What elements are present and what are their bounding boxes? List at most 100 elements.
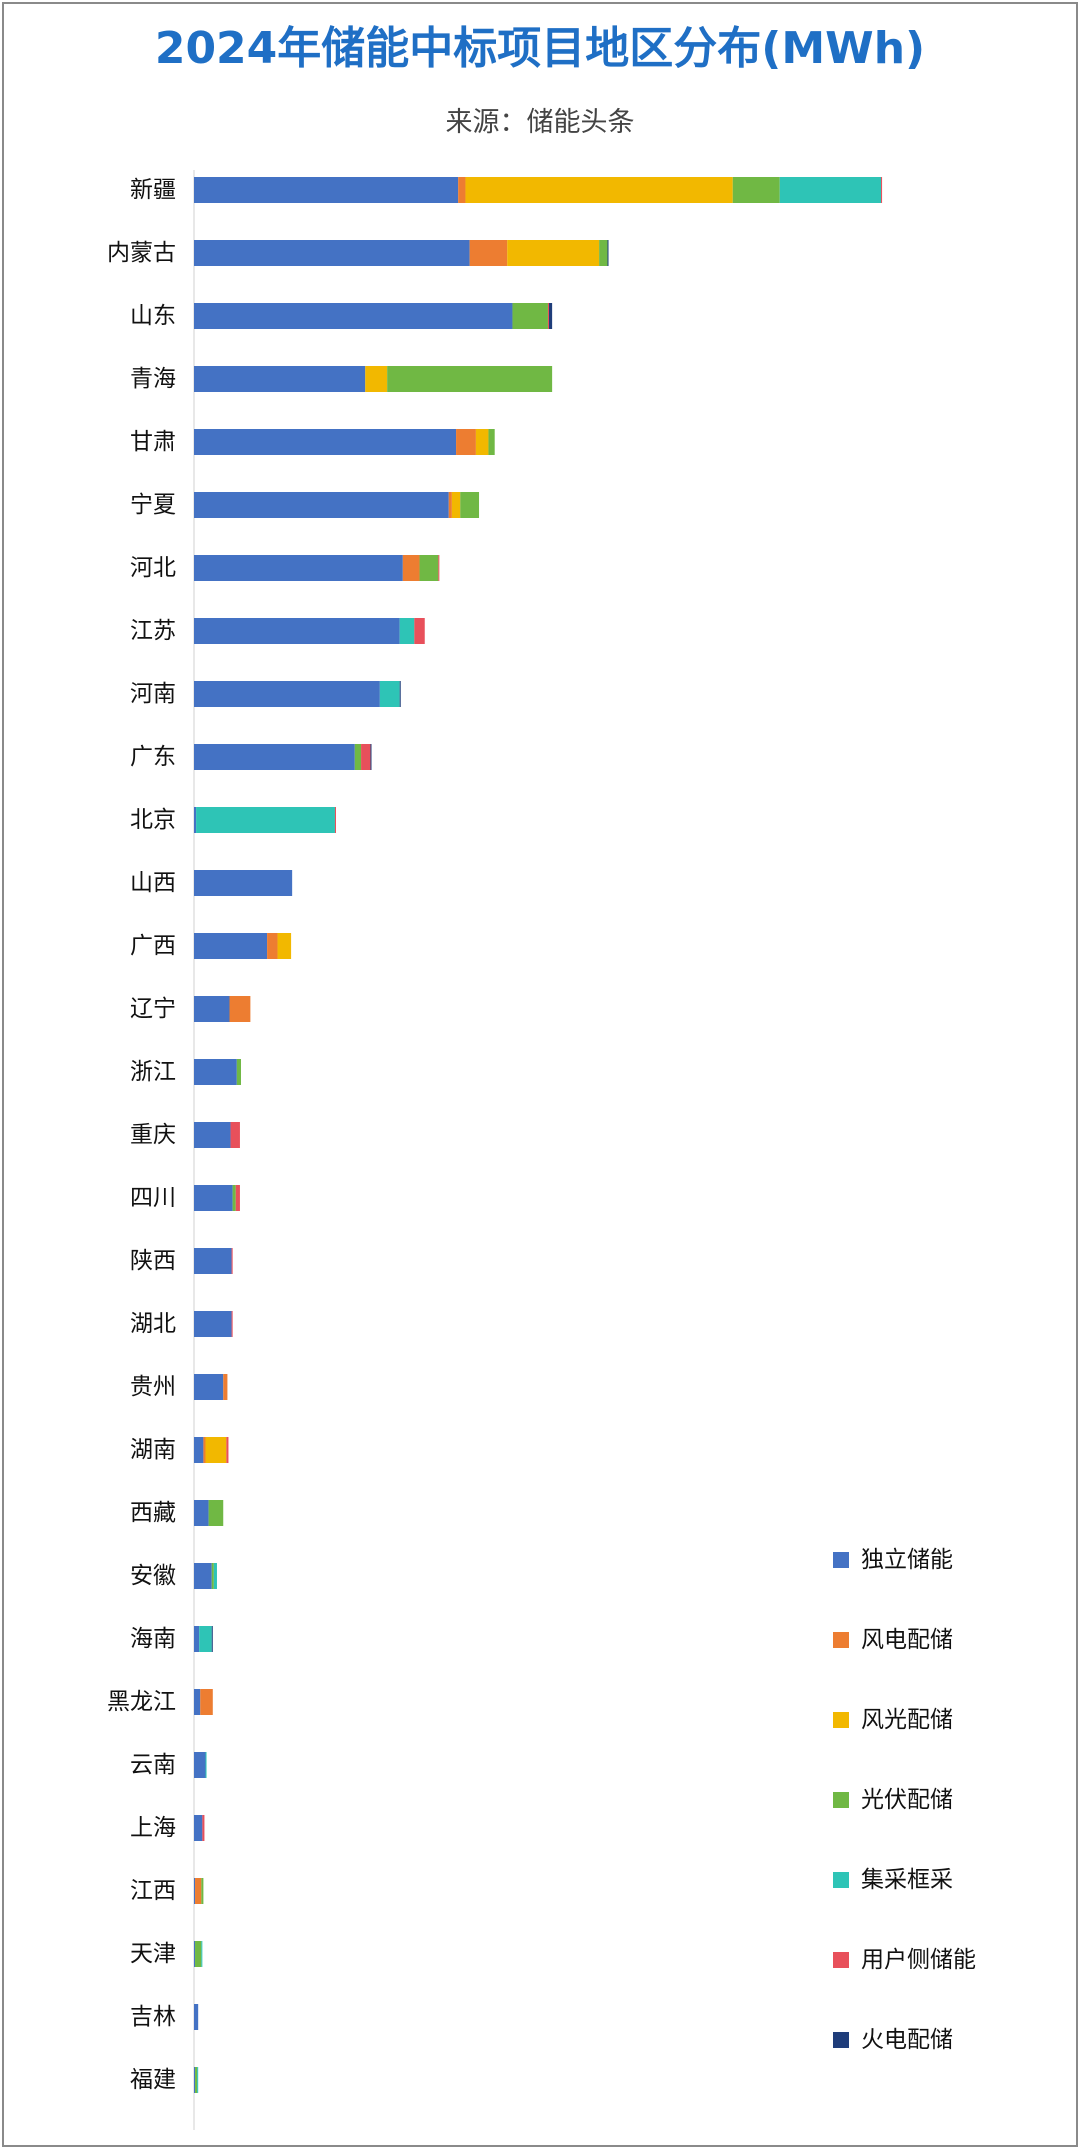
bar-segment [465,177,733,203]
bar-segment [194,618,400,644]
bar-segment [226,1437,229,1463]
bar-segment [195,1878,202,1904]
bar-segment [607,240,609,266]
bar-segment [195,1941,202,1967]
category-label: 内蒙古 [107,240,176,266]
category-label: 安徽 [130,1563,176,1589]
bar-segment [194,2004,199,2030]
bar-segment [194,1059,237,1085]
bar-segment [194,1626,200,1652]
category-label: 青海 [130,366,176,392]
bar-segment [194,1878,196,1904]
category-label: 海南 [130,1626,176,1652]
legend-label: 风电配储 [861,1627,953,1653]
legend-swatch [833,2032,849,2048]
bar-segment [208,1500,224,1526]
bar-segment [201,1878,204,1904]
category-label: 河南 [130,681,176,707]
bar-segment [194,1185,233,1211]
category-label: 江西 [130,1878,176,1904]
legend-swatch [833,1632,849,1648]
bar-segment [334,807,336,833]
bar-segment [194,1500,209,1526]
bar-segment [881,177,883,203]
legend-swatch [833,1552,849,1568]
bar-segment [399,681,401,707]
bar-segment [194,1752,206,1778]
bar-segment [460,492,480,518]
category-label: 云南 [130,1752,176,1778]
bar-segment [456,429,476,455]
legend-label: 用户侧储能 [861,1947,976,1973]
bar-segment [202,1815,205,1841]
category-label: 吉林 [130,2004,176,2030]
bar-segment [512,303,548,329]
chart-title: 2024年储能中标项目地区分布(MWh) [154,23,926,74]
category-label: 宁夏 [130,492,176,518]
bar-segment [195,2067,198,2093]
bar-segment [194,303,513,329]
category-label: 福建 [130,2067,176,2093]
bar-segment [194,2067,196,2093]
bar-segment [201,1941,203,1967]
bar-segment [277,933,292,959]
category-label: 重庆 [130,1122,176,1148]
bar-segment [196,807,335,833]
bar-segment [213,1563,217,1589]
category-label: 北京 [130,807,176,833]
bar-segment [779,177,882,203]
category-label: 陕西 [130,1248,176,1274]
category-label: 上海 [130,1815,176,1841]
category-label: 甘肃 [130,429,176,455]
legend-label: 独立储能 [861,1547,953,1573]
category-label: 江苏 [130,618,176,644]
bar-segment [451,492,461,518]
bar-segment [194,933,268,959]
bar-segment [399,618,415,644]
bar-segment [549,303,553,329]
bar-segment [194,240,470,266]
bar-segment [203,1437,206,1463]
bar-segment [507,240,600,266]
category-label: 广西 [130,933,176,959]
category-label: 广东 [130,744,176,770]
bar-segment [231,1248,233,1274]
bar-segment [205,1437,227,1463]
category-label: 湖南 [130,1437,176,1463]
bar-segment [370,744,372,770]
category-label: 黑龙江 [107,1689,176,1715]
category-label: 辽宁 [130,996,176,1022]
category-label: 新疆 [130,177,176,203]
bar-segment [199,1626,212,1652]
legend-label: 光伏配储 [861,1787,953,1813]
chart-subtitle: 来源：储能头条 [445,107,635,138]
bar-segment [402,555,420,581]
category-label: 四川 [130,1185,176,1211]
bar-segment [223,1374,228,1400]
bar-segment [211,1626,213,1652]
bar-segment [194,1437,204,1463]
bar-segment [194,1248,232,1274]
category-label: 河北 [130,555,176,581]
bar-segment [194,807,197,833]
category-label: 浙江 [130,1059,176,1085]
bar-segment [458,177,466,203]
legend-label: 火电配储 [861,2027,953,2053]
bar-segment [211,1563,214,1589]
bar-segment [469,240,508,266]
bar-segment [194,1941,196,1967]
bar-segment [488,429,495,455]
bar-segment [379,681,400,707]
bar-segment [438,555,440,581]
bar-segment [354,744,362,770]
bar-segment [732,177,780,203]
bar-segment [194,1563,212,1589]
bar-segment [475,429,489,455]
bar-segment [194,177,459,203]
bar-segment [205,1752,207,1778]
legend-label: 风光配储 [861,1707,953,1733]
bar-segment [194,870,293,896]
category-label: 西藏 [130,1500,176,1526]
